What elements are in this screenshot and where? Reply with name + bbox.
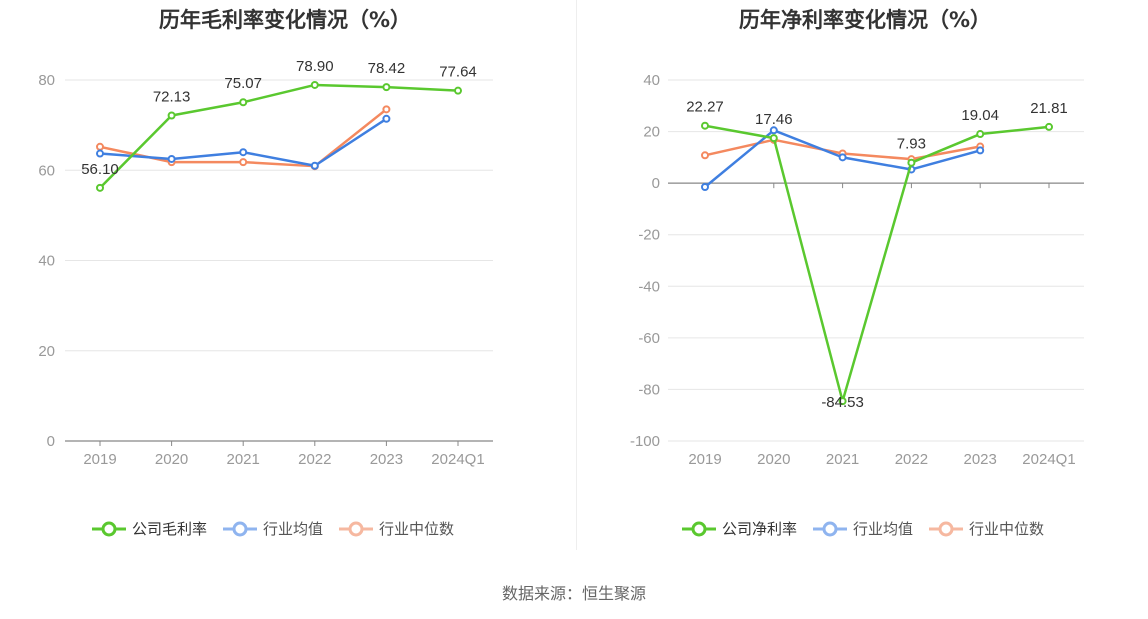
gross-y-tick-label: 80 [38,72,55,89]
net-x-tick-label: 2023 [964,451,997,468]
net-y-tick-label: 40 [643,72,660,89]
gross-point-company [310,80,319,89]
net-point-company [701,121,709,130]
gross-x-tick-label: 2019 [83,451,116,468]
legend-item-industry-avg[interactable]: 行业均值 [223,518,323,539]
net-data-label: -84.53 [821,394,864,411]
net-point-avg [976,146,985,155]
gross-point-avg [310,161,319,170]
net-point-company [976,130,985,139]
legend-label: 公司净利率 [722,520,798,538]
net-x-tick-label: 2024Q1 [1022,451,1075,468]
net-y-tick-label: -20 [638,227,660,244]
ring-line-icon [682,521,716,536]
ring-line-icon [339,521,374,536]
gross-x-tick-label: 2020 [155,451,188,468]
legend-label: 行业中位数 [379,520,455,538]
net-x-tick-label: 2022 [895,451,928,468]
gross-series-line-company [99,83,459,189]
panel-divider [576,0,577,550]
net-y-tick-label: -100 [630,433,660,450]
gross-data-label: 75.07 [224,75,262,92]
gross-point-company [454,86,462,95]
net-y-tick-label: 0 [652,175,660,192]
gross-data-label: 77.64 [439,64,477,81]
gross-point-avg [382,114,391,123]
ring-line-icon [929,521,964,536]
left-chart-title: 历年毛利率变化情况（%） [158,8,412,32]
gross-point-company [382,83,391,92]
legend-label: 行业均值 [853,520,914,538]
ring-line-icon [92,521,126,536]
gross-data-label: 72.13 [153,89,191,106]
gross-point-avg [239,148,248,157]
data-source-note: 数据来源：恒生聚源 [501,584,646,603]
net-x-tick-label: 2020 [757,451,790,468]
gross-x-tick-label: 2021 [227,451,260,468]
gross-point-median [382,105,391,114]
legend-item-company-net[interactable]: 公司净利率 [682,518,797,539]
net-data-label: 17.46 [755,111,793,128]
net-y-tick-label: 20 [643,124,660,141]
net-y-tick-label: -60 [638,330,660,347]
net-y-tick-label: -80 [638,381,660,398]
gross-point-company [167,111,176,120]
net-x-tick-label: 2019 [688,451,721,468]
legend-item-industry-median[interactable]: 行业中位数 [929,518,1044,539]
net-series-line-company [704,124,1050,403]
net-point-avg [838,153,847,162]
net-data-label: 7.93 [897,136,926,153]
gross-x-tick-label: 2022 [298,451,331,468]
gross-x-tick-label: 2023 [370,451,403,468]
gross-y-tick-label: 60 [38,162,55,179]
net-point-company [907,158,916,167]
legend-item-company-gross[interactable]: 公司毛利率 [92,518,207,539]
gross-data-label: 78.90 [296,58,334,75]
gross-data-label: 78.42 [368,60,406,77]
gross-point-median [239,158,248,167]
net-x-tick-label: 2021 [826,451,859,468]
ring-line-icon [223,521,258,536]
left-legend: 公司毛利率 行业均值 行业中位数 [92,518,454,539]
net-data-label: 19.04 [961,107,999,124]
net-data-label: 21.81 [1030,100,1068,117]
net-point-company [838,397,847,406]
legend-label: 公司毛利率 [132,520,208,538]
gross-point-avg [96,149,104,158]
ring-line-icon [813,521,848,536]
gross-point-avg [167,154,176,163]
net-point-avg [701,183,709,192]
legend-label: 行业中位数 [969,520,1045,538]
legend-label: 行业均值 [263,520,324,538]
net-point-company [1045,122,1053,131]
legend-item-industry-avg[interactable]: 行业均值 [813,518,913,539]
net-data-label: 22.27 [686,99,724,116]
right-legend: 公司净利率 行业均值 行业中位数 [682,518,1044,539]
net-point-company [769,134,778,143]
net-point-median [701,151,709,160]
legend-item-industry-median[interactable]: 行业中位数 [339,518,454,539]
gross-y-tick-label: 0 [47,433,55,450]
gross-data-label: 56.10 [81,161,119,178]
gross-point-company [96,183,104,192]
gross-x-tick-label: 2024Q1 [431,451,484,468]
gross-point-median [96,142,104,151]
gross-y-tick-label: 40 [38,253,55,270]
right-chart-title: 历年净利率变化情况（%） [738,8,992,32]
gross-y-tick-label: 20 [38,343,55,360]
net-y-tick-label: -40 [638,278,660,295]
gross-point-company [239,98,248,107]
charts-canvas: 0 20 40 60 80 2019 2020 2021 2022 2023 2024Q1 56.10… [38,58,1084,468]
net-point-avg [769,126,778,135]
